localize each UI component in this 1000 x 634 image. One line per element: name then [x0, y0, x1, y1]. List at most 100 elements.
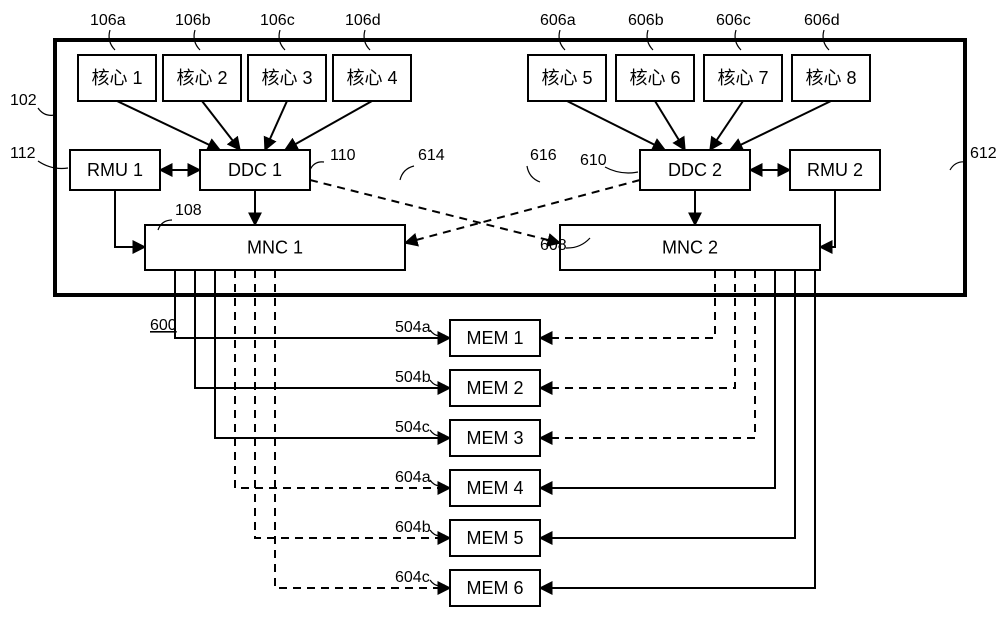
block-core6: 核心 6: [616, 55, 694, 101]
ref-604a: 604a: [395, 469, 445, 486]
ref-604b: 604b: [395, 519, 445, 536]
block-label-mem1: MEM 1: [466, 328, 523, 348]
block-label-ddc2: DDC 2: [668, 160, 722, 180]
system-ref-600: 600: [150, 317, 177, 334]
ref-label-108: 108: [175, 202, 202, 219]
block-core4: 核心 4: [333, 55, 411, 101]
block-label-mem5: MEM 5: [466, 528, 523, 548]
ref-106c: 106c: [260, 12, 295, 50]
ref-label-102: 102: [10, 92, 37, 109]
system-diagram: 核心 1 核心 2 核心 3 核心 4 核心 5 核心 6 核心 7 核心 8 RMU 1 DDC…: [0, 0, 1000, 634]
ref-102: 102: [10, 92, 55, 115]
block-core8: 核心 8: [792, 55, 870, 101]
ref-label-110: 110: [330, 147, 356, 164]
block-core5: 核心 5: [528, 55, 606, 101]
arrow-1: [202, 101, 240, 150]
ref-106a: 106a: [90, 12, 126, 50]
ref-504c: 504c: [395, 419, 445, 436]
ref-504a: 504a: [395, 319, 445, 336]
ref-606b: 606b: [628, 12, 664, 50]
ref-label-606c: 606c: [716, 12, 751, 29]
ref-label-106d: 106d: [345, 12, 381, 29]
ref-606d: 606d: [804, 12, 840, 50]
block-label-ddc1: DDC 1: [228, 160, 282, 180]
ref-612: 612: [950, 145, 997, 170]
block-core3: 核心 3: [248, 55, 326, 101]
ref-label-606d: 606d: [804, 12, 840, 29]
arrow-13: [820, 190, 835, 247]
arrow-22: [540, 270, 715, 338]
ref-606c: 606c: [716, 12, 751, 50]
block-label-core8: 核心 8: [805, 68, 856, 88]
ref-label-604c: 604c: [395, 569, 430, 586]
ref-label-614: 614: [418, 147, 445, 164]
arrow-23: [540, 270, 735, 388]
ref-label-106b: 106b: [175, 12, 211, 29]
block-core2: 核心 2: [163, 55, 241, 101]
block-mem6: MEM 6: [450, 570, 540, 606]
block-mem5: MEM 5: [450, 520, 540, 556]
block-label-core7: 核心 7: [717, 68, 768, 88]
arrow-26: [540, 270, 795, 538]
block-label-core3: 核心 3: [261, 68, 312, 88]
block-label-mem6: MEM 6: [466, 578, 523, 598]
ref-106b: 106b: [175, 12, 211, 50]
block-mem2: MEM 2: [450, 370, 540, 406]
block-rmu1: RMU 1: [70, 150, 160, 190]
ref-610: 610: [580, 152, 638, 173]
block-rmu2: RMU 2: [790, 150, 880, 190]
block-mem4: MEM 4: [450, 470, 540, 506]
ref-112: 112: [10, 145, 68, 168]
arrow-6: [710, 101, 743, 150]
ref-label-604b: 604b: [395, 519, 431, 536]
ref-106d: 106d: [345, 12, 381, 50]
arrow-0: [117, 101, 220, 150]
ref-label-106c: 106c: [260, 12, 295, 29]
block-mem3: MEM 3: [450, 420, 540, 456]
block-label-mem2: MEM 2: [466, 378, 523, 398]
ref-614: 614: [400, 147, 445, 180]
block-label-mem4: MEM 4: [466, 478, 523, 498]
block-mnc2: MNC 2: [560, 225, 820, 270]
ref-604c: 604c: [395, 569, 445, 586]
arrow-12: [115, 190, 145, 247]
block-ddc1: DDC 1: [200, 150, 310, 190]
block-label-rmu1: RMU 1: [87, 160, 143, 180]
block-mem1: MEM 1: [450, 320, 540, 356]
ref-616: 616: [527, 147, 557, 182]
block-label-core1: 核心 1: [91, 68, 142, 88]
ref-label-606a: 606a: [540, 12, 576, 29]
ref-label-504c: 504c: [395, 419, 430, 436]
ref-606a: 606a: [540, 12, 576, 50]
block-label-core2: 核心 2: [176, 68, 227, 88]
block-ddc2: DDC 2: [640, 150, 750, 190]
ref-504b: 504b: [395, 369, 445, 386]
block-label-core5: 核心 5: [541, 68, 592, 88]
block-label-core4: 核心 4: [346, 68, 397, 88]
ref-label-504b: 504b: [395, 369, 431, 386]
block-core1: 核心 1: [78, 55, 156, 101]
block-label-mnc2: MNC 2: [662, 237, 718, 257]
arrow-25: [540, 270, 775, 488]
ref-110: 110: [310, 147, 356, 170]
block-label-mnc1: MNC 1: [247, 237, 303, 257]
arrow-7: [730, 101, 831, 150]
ref-label-610: 610: [580, 152, 607, 169]
block-label-mem3: MEM 3: [466, 428, 523, 448]
ref-label-604a: 604a: [395, 469, 431, 486]
arrow-4: [567, 101, 665, 150]
ref-label-612: 612: [970, 145, 997, 162]
arrow-5: [655, 101, 685, 150]
ref-label-112: 112: [10, 145, 36, 162]
ref-label-608: 608: [540, 237, 567, 254]
block-core7: 核心 7: [704, 55, 782, 101]
ref-label-106a: 106a: [90, 12, 126, 29]
block-label-core6: 核心 6: [629, 68, 680, 88]
arrow-2: [265, 101, 287, 150]
arrow-27: [540, 270, 815, 588]
block-label-rmu2: RMU 2: [807, 160, 863, 180]
ref-label-606b: 606b: [628, 12, 664, 29]
ref-label-504a: 504a: [395, 319, 431, 336]
arrow-20: [255, 270, 450, 538]
arrow-3: [285, 101, 372, 150]
